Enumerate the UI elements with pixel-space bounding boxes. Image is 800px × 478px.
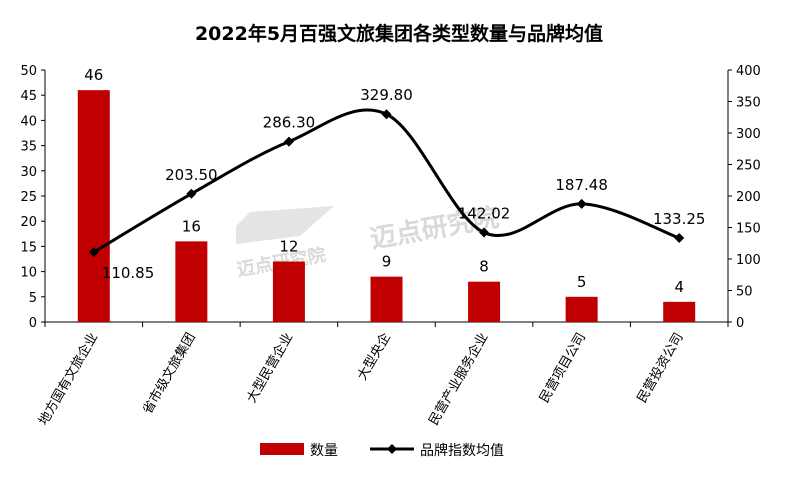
y-right-tick-label: 300 — [736, 127, 761, 142]
y-right-tick-label: 50 — [736, 285, 753, 300]
y-right-tick-label: 0 — [736, 316, 744, 331]
line-data-label: 187.48 — [555, 176, 608, 194]
data-labels: 46 16 12 9 8 5 4 110.85 203.50 286.30 329.80 142.02… — [84, 66, 705, 296]
x-tick-label: 地方国有文旅企业 — [35, 330, 101, 428]
bar — [565, 296, 598, 322]
bar-data-label: 4 — [674, 278, 684, 296]
line-point — [186, 188, 197, 199]
x-tick-label: 民营产业服务企业 — [426, 330, 492, 428]
line-data-label: 142.02 — [458, 205, 511, 223]
bar-data-label: 16 — [182, 217, 201, 235]
bar — [370, 276, 403, 322]
y-left-tick-label: 10 — [20, 266, 37, 281]
line-point — [283, 136, 294, 147]
y-right-tick-label: 250 — [736, 159, 761, 174]
y-right-tick-label: 150 — [736, 222, 761, 237]
bar — [663, 301, 696, 322]
legend-marker-line — [387, 444, 397, 454]
legend-label-line: 品牌指数均值 — [420, 442, 504, 459]
y-left-tick-label: 30 — [20, 165, 37, 180]
line-data-label: 110.85 — [102, 264, 154, 282]
bar-data-label: 5 — [577, 273, 587, 291]
y-left-tick-label: 50 — [20, 64, 37, 79]
line-data-label: 203.50 — [165, 166, 218, 184]
legend-swatch-bar — [260, 443, 304, 455]
y-left-tick-label: 40 — [20, 114, 37, 129]
line-series — [88, 108, 685, 258]
y-right-tick-label: 400 — [736, 64, 761, 79]
bar-data-label: 8 — [479, 258, 489, 276]
y-right-tick-label: 200 — [736, 190, 761, 205]
x-tick-label: 民营投资公司 — [634, 330, 687, 406]
bar-data-label: 12 — [279, 238, 298, 256]
y-left-tick-label: 20 — [20, 215, 37, 230]
line-data-label: 133.25 — [653, 210, 706, 228]
bar — [175, 241, 208, 322]
watermark-logo-shape — [236, 206, 334, 244]
bar — [468, 281, 501, 322]
y-left-tick-label: 5 — [29, 291, 37, 306]
y-left-tick-label: 15 — [20, 240, 37, 255]
y-left-tick-label: 45 — [20, 89, 37, 104]
bar-data-label: 46 — [84, 66, 103, 84]
bar — [272, 261, 305, 322]
y-right-tick-label: 350 — [736, 96, 761, 111]
line-point — [674, 233, 685, 244]
x-tick-label: 大型民营企业 — [244, 330, 297, 406]
legend: 数量 品牌指数均值 — [260, 442, 504, 459]
bar-data-label: 9 — [382, 253, 392, 271]
x-tick-label: 省市级文旅集团 — [139, 330, 198, 417]
y-left-tick-label: 35 — [20, 140, 37, 155]
y-right-tick-label: 100 — [736, 253, 761, 268]
x-tick-label: 民营项目公司 — [537, 331, 589, 406]
x-tick-label: 大型央企 — [354, 330, 394, 383]
line-data-label: 286.30 — [263, 114, 316, 132]
bar — [77, 90, 110, 322]
y-left-tick-label: 25 — [20, 190, 37, 205]
y-left-tick-label: 0 — [29, 316, 37, 331]
line-point — [381, 109, 392, 120]
line-point — [576, 198, 587, 209]
line-point — [479, 227, 490, 238]
legend-label-bar: 数量 — [310, 443, 338, 459]
chart-title: 2022年5月百强文旅集团各类型数量与品牌均值 — [195, 22, 603, 45]
line-point — [88, 247, 99, 258]
bar-series — [77, 90, 696, 322]
line-data-label: 329.80 — [360, 86, 413, 104]
